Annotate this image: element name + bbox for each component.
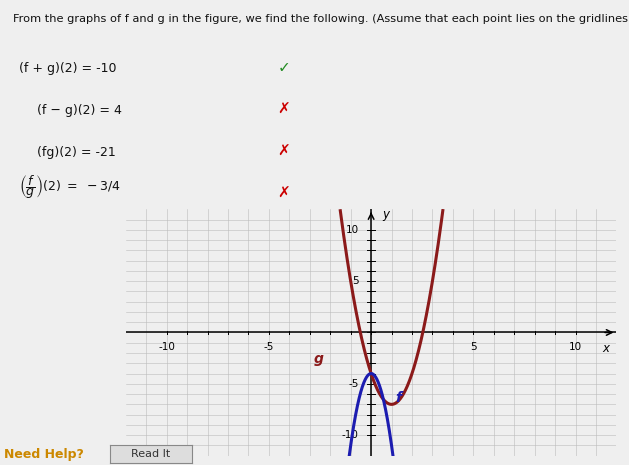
Text: -5: -5 bbox=[348, 379, 359, 389]
Text: From the graphs of f and g in the figure, we find the following. (Assume that ea: From the graphs of f and g in the figure… bbox=[13, 14, 629, 24]
Text: 10: 10 bbox=[569, 342, 582, 352]
Text: f: f bbox=[396, 392, 402, 405]
Text: Read It: Read It bbox=[131, 449, 170, 459]
Text: -10: -10 bbox=[342, 430, 359, 440]
Text: Need Help?: Need Help? bbox=[4, 448, 84, 461]
Text: $\left(\dfrac{f}{g}\right)(2)\ =\ -3/4$: $\left(\dfrac{f}{g}\right)(2)\ =\ -3/4$ bbox=[19, 173, 120, 201]
Text: g: g bbox=[314, 352, 324, 366]
Text: 5: 5 bbox=[470, 342, 477, 352]
Text: -5: -5 bbox=[264, 342, 274, 352]
Text: ✗: ✗ bbox=[277, 144, 291, 159]
Text: 5: 5 bbox=[352, 276, 359, 286]
Text: (fg)(2) = -21: (fg)(2) = -21 bbox=[37, 146, 116, 159]
Text: 10: 10 bbox=[346, 225, 359, 235]
Text: (f + g)(2) = -10: (f + g)(2) = -10 bbox=[19, 62, 116, 75]
Text: ✓: ✓ bbox=[277, 60, 291, 75]
Text: -10: -10 bbox=[159, 342, 175, 352]
Text: x: x bbox=[603, 342, 610, 355]
Text: y: y bbox=[382, 208, 389, 221]
Text: (f − g)(2) = 4: (f − g)(2) = 4 bbox=[37, 104, 122, 117]
Text: ✗: ✗ bbox=[277, 186, 291, 201]
Text: ✗: ✗ bbox=[277, 102, 291, 117]
